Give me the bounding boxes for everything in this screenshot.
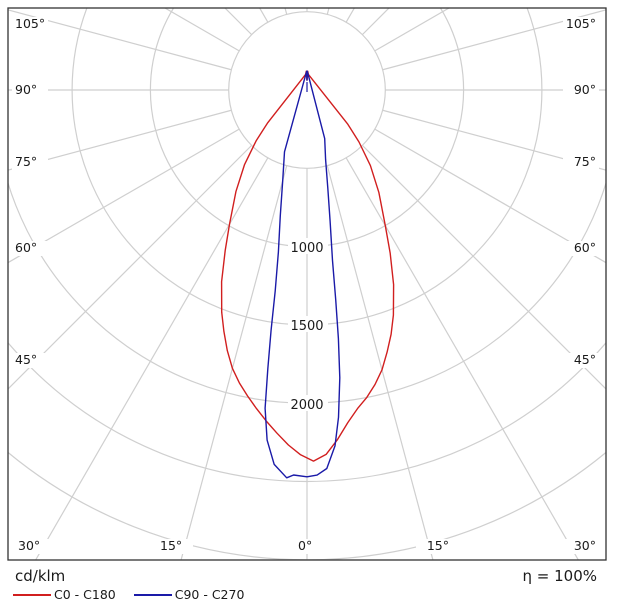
angle-label-left: 75° (15, 154, 37, 169)
angle-label-left: 45° (15, 352, 37, 367)
grid-spoke (374, 128, 606, 264)
grid-spoke (382, 9, 606, 71)
angle-label-right: 60° (574, 240, 596, 255)
plot-frame (7, 7, 607, 561)
angle-label-right: 90° (574, 82, 596, 97)
radial-tick-label: 2000 (290, 398, 323, 413)
grid-spoke (361, 144, 606, 390)
legend-label: C0 - C180 (54, 587, 116, 602)
axis-labels: 1000 1500 2000 105° 90° 75° 60° 45° 30° 15° 0° 105°… (12, 16, 599, 554)
angle-label-right: 15° (427, 538, 449, 553)
angle-label-right: 105° (566, 16, 596, 31)
grid-spoke (34, 157, 269, 560)
grid-spoke (345, 157, 580, 560)
legend-swatch-blue (133, 593, 172, 596)
legend-item-c0-c180: C0 - C180 (13, 587, 116, 602)
legend-label: C90 - C270 (174, 587, 245, 602)
grid-circle (8, 180, 606, 404)
unit-label: cd/klm (15, 567, 66, 585)
grid-spoke (326, 165, 434, 560)
radial-tick-label: 1000 (290, 241, 323, 256)
grid-spoke (8, 128, 240, 264)
legend-swatch-red (13, 593, 51, 596)
angle-label-right: 30° (574, 538, 596, 553)
angle-label-left: 0° (298, 538, 312, 553)
angle-label-right: 45° (574, 352, 596, 367)
legend-item-c90-c270: C90 - C270 (133, 587, 245, 602)
grid-spoke (326, 8, 330, 15)
legend: C0 - C180 C90 - C270 (13, 587, 262, 602)
angle-label-left: 60° (15, 240, 37, 255)
grid-spoke (8, 109, 232, 171)
angle-label-left: 15° (160, 538, 182, 553)
angle-label-left: 30° (18, 538, 40, 553)
series-curve (264, 70, 341, 479)
angle-label-right: 75° (574, 154, 596, 169)
series-curve (220, 70, 395, 462)
grid-spoke (180, 165, 288, 560)
radial-tick-label: 1500 (290, 319, 323, 334)
efficiency-label: η = 100% (522, 567, 598, 585)
grid-spoke (284, 8, 288, 15)
curves (220, 70, 395, 479)
angle-label-left: 105° (15, 16, 45, 31)
grid-spoke (8, 144, 253, 390)
grid-spoke (8, 9, 232, 71)
angle-label-left: 90° (15, 82, 37, 97)
grid-spoke (382, 109, 606, 171)
